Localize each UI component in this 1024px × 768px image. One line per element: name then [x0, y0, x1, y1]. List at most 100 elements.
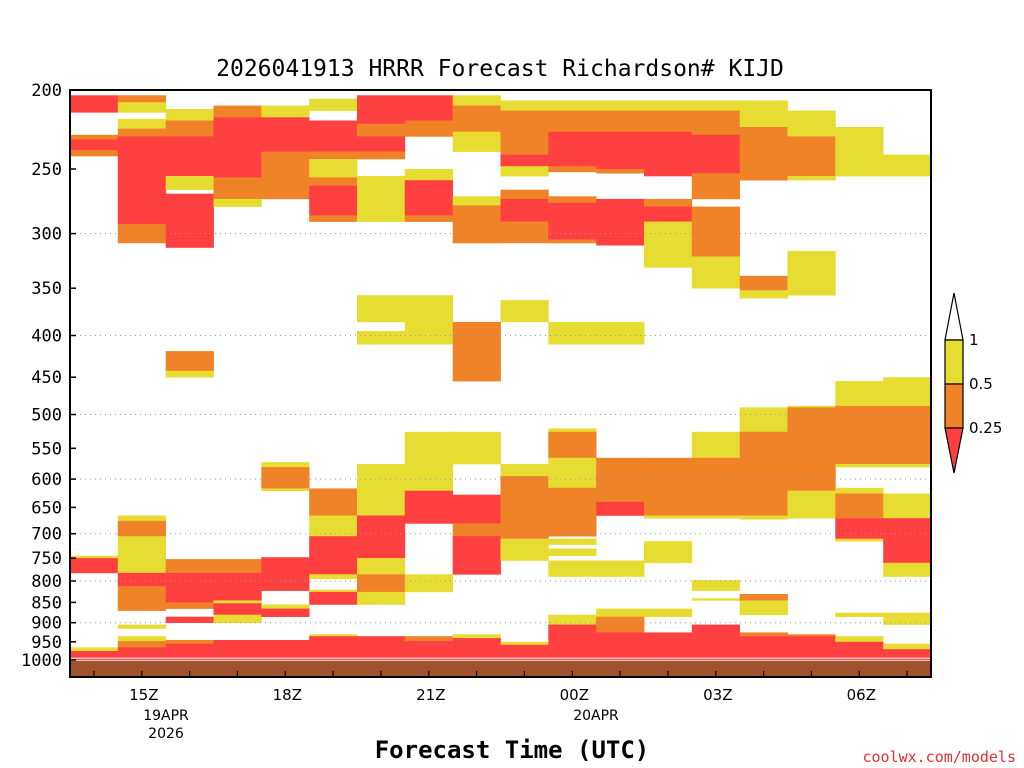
ri-cell-yellow — [357, 176, 406, 222]
ri-cell-yellow — [835, 636, 884, 643]
ri-cell-red — [261, 640, 310, 661]
ri-cell-yellow — [117, 624, 166, 629]
ri-cell-yellow — [787, 405, 836, 408]
ri-cell-red — [644, 632, 693, 661]
ri-cell-red — [404, 490, 453, 524]
ri-cell-red — [452, 536, 501, 575]
ri-cell-red — [500, 154, 549, 167]
ri-cell-orange — [787, 407, 836, 491]
date-label-19apr: 19APR — [143, 708, 189, 724]
ri-cell-yellow — [883, 562, 932, 577]
ri-cell-yellow — [883, 377, 932, 407]
ri-cell-orange — [596, 169, 645, 174]
y-tick-label-950: 950 — [31, 633, 62, 653]
ri-cell-orange — [117, 128, 166, 137]
legend-swatch-yellow — [944, 339, 964, 385]
y-tick-label-700: 700 — [31, 525, 62, 545]
y-tick-label-550: 550 — [31, 439, 62, 459]
ri-cell-orange — [117, 520, 166, 537]
ri-cell-orange — [452, 523, 501, 537]
ri-cell-yellow — [691, 431, 740, 459]
ri-cell-orange — [261, 467, 310, 489]
ri-cell-red — [213, 572, 262, 601]
ri-cell-orange — [357, 151, 406, 160]
y-tick-label-900: 900 — [31, 614, 62, 634]
x-axis-label: Forecast Time (UTC) — [375, 736, 650, 764]
ri-cell-yellow — [357, 295, 406, 323]
ri-cell-yellow — [691, 256, 740, 289]
ri-cell-yellow — [644, 515, 693, 519]
ri-cell-red — [165, 193, 214, 248]
ri-cell-orange — [596, 457, 645, 503]
ri-cell-yellow — [452, 431, 501, 465]
ri-cell-yellow — [739, 407, 788, 433]
ri-cell-orange — [165, 351, 214, 372]
ri-cell-orange — [500, 189, 549, 200]
ri-cell-orange — [404, 215, 453, 222]
ri-cell-yellow — [357, 331, 406, 345]
ri-cell-red — [309, 591, 358, 605]
ri-cell-orange — [644, 198, 693, 207]
ri-cell-red — [596, 632, 645, 661]
y-tick-label-600: 600 — [31, 470, 62, 490]
ri-cell-red — [261, 557, 310, 591]
ri-cell-yellow — [165, 109, 214, 121]
ri-cell-yellow — [596, 608, 645, 617]
ri-cell-orange — [309, 151, 358, 160]
colorbar-legend: 1 0.5 0.25 — [944, 292, 1002, 474]
ri-cell-yellow — [261, 462, 310, 468]
legend-swatch-orange — [944, 383, 964, 429]
ri-cell-red — [70, 558, 119, 574]
ri-cell-yellow — [70, 555, 119, 559]
ri-cell-orange — [404, 120, 453, 137]
ri-cell-yellow — [883, 612, 932, 625]
date-label-2026: 2026 — [148, 726, 184, 742]
ri-cell-orange — [739, 632, 788, 637]
chart-title: 2026041913 HRRR Forecast Richardson# KIJ… — [216, 56, 784, 82]
ri-cell-orange — [309, 488, 358, 516]
pressure-gridlines — [70, 233, 931, 659]
date-label-20apr: 20APR — [573, 708, 619, 724]
x-tick-label-18Z: 18Z — [273, 686, 302, 704]
ri-cell-yellow — [596, 560, 645, 577]
ri-cell-orange — [452, 105, 501, 132]
ri-cell-orange — [357, 123, 406, 137]
y-tick-label-800: 800 — [31, 572, 62, 592]
legend-red-triangle — [944, 427, 964, 474]
ri-cell-yellow — [883, 643, 932, 650]
ri-cell-yellow — [739, 600, 788, 616]
y-tick-label-1000: 1000 — [21, 651, 62, 671]
ri-cell-orange — [165, 559, 214, 574]
ri-cell-orange — [691, 457, 740, 516]
ri-cell-red — [548, 131, 597, 167]
ri-cell-orange — [787, 136, 836, 177]
ri-cell-red — [165, 616, 214, 623]
y-tick-label-200: 200 — [31, 81, 62, 101]
ri-cell-yellow — [787, 176, 836, 181]
ri-cell-orange — [70, 134, 119, 140]
ri-cell-yellow — [548, 614, 597, 625]
ri-cell-yellow — [787, 250, 836, 296]
ri-cell-red — [70, 95, 119, 113]
y-tick-label-350: 350 — [31, 279, 62, 299]
ri-cell-orange — [213, 559, 262, 574]
ri-cell-yellow — [261, 488, 310, 491]
ri-cell-yellow — [739, 515, 788, 520]
ri-cell-red — [644, 206, 693, 222]
ri-cell-red — [117, 136, 166, 225]
ri-cell-red — [452, 494, 501, 524]
ri-cell-yellow — [787, 110, 836, 137]
ri-cell-red — [70, 139, 119, 151]
x-tick-label-21Z: 21Z — [416, 686, 445, 704]
richardson-cells — [70, 95, 932, 661]
ri-cell-orange — [739, 127, 788, 181]
ri-cell-red — [500, 198, 549, 222]
ri-cell-orange — [165, 120, 214, 137]
ri-cell-orange — [548, 196, 597, 204]
ri-cell-yellow — [117, 515, 166, 522]
ri-cell-yellow — [883, 464, 932, 468]
ri-cell-red — [165, 136, 214, 177]
credit-text: coolwx.com/models — [862, 748, 1016, 766]
ri-cell-red — [596, 131, 645, 170]
ri-cell-red — [261, 117, 310, 152]
